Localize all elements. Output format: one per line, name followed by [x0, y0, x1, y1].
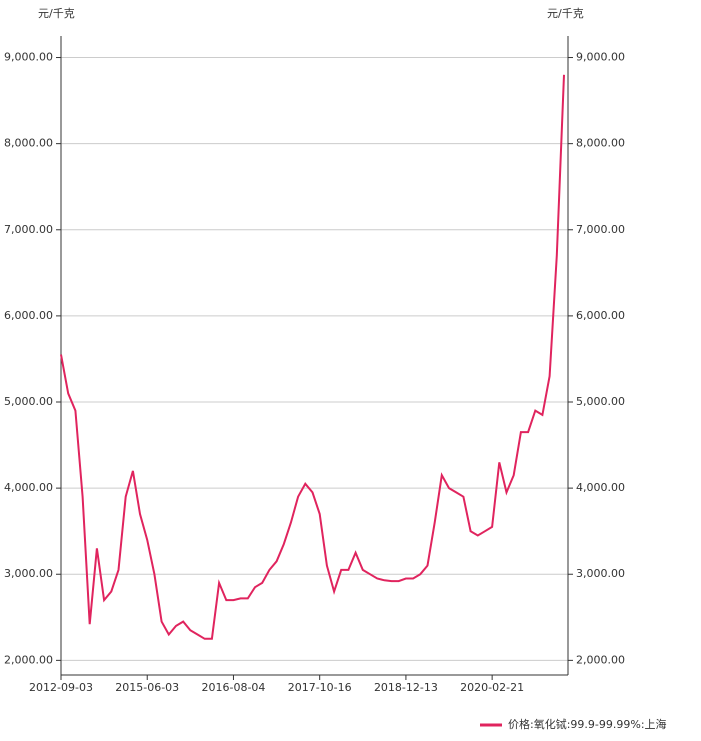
- x-tick-label: 2020-02-21: [460, 681, 524, 694]
- y2-tick-label: 7,000.00: [576, 223, 625, 236]
- y-axis-label: 元/千克: [38, 7, 75, 20]
- y2-tick-label: 4,000.00: [576, 481, 625, 494]
- legend-label: 价格:氧化铽:99.9-99.99%:上海: [508, 717, 667, 731]
- y-tick-label: 9,000.00: [4, 51, 53, 64]
- data-line: [60, 74, 565, 640]
- x-tick-label: 2017-10-16: [288, 681, 352, 694]
- y-tick-label: 2,000.00: [4, 653, 53, 666]
- y-tick-label: 4,000.00: [4, 481, 53, 494]
- y-tick-label: 5,000.00: [4, 395, 53, 408]
- y-tick-label: 3,000.00: [4, 567, 53, 580]
- y2-tick-label: 6,000.00: [576, 309, 625, 322]
- y2-axis-label: 元/千克: [547, 7, 584, 20]
- y2-tick-label: 2,000.00: [576, 653, 625, 666]
- y-tick-label: 7,000.00: [4, 223, 53, 236]
- x-tick-label: 2015-06-03: [115, 681, 179, 694]
- y2-tick-label: 5,000.00: [576, 395, 625, 408]
- y-tick-label: 8,000.00: [4, 137, 53, 150]
- y2-tick-label: 8,000.00: [576, 137, 625, 150]
- x-tick-label: 2018-12-13: [374, 681, 438, 694]
- y-tick-label: 6,000.00: [4, 309, 53, 322]
- y2-tick-label: 9,000.00: [576, 51, 625, 64]
- y2-tick-label: 3,000.00: [576, 567, 625, 580]
- x-tick-label: 2012-09-03: [29, 681, 93, 694]
- x-tick-label: 2016-08-04: [201, 681, 265, 694]
